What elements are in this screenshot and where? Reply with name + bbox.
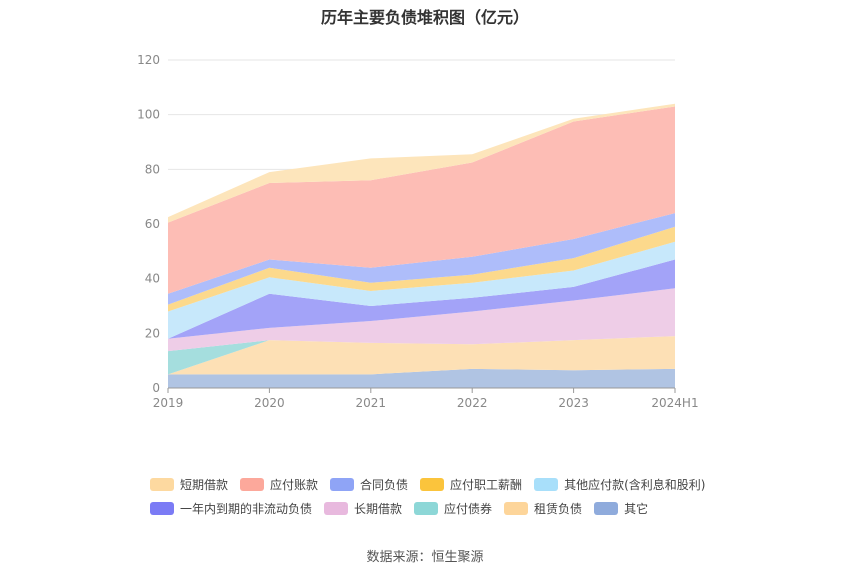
- area-series-1: [168, 336, 675, 375]
- legend-item[interactable]: 其他应付款(含利息和股利): [534, 476, 705, 493]
- y-tick-label: 40: [145, 272, 160, 286]
- legend-row-1: 短期借款 应付账款 合同负债 应付职工薪酬 其他应付款(含利息和股利): [150, 472, 750, 496]
- legend-label: 一年内到期的非流动负债: [180, 501, 313, 516]
- legend-swatch: [420, 477, 445, 491]
- area-series-6: [168, 226, 675, 312]
- legend-item[interactable]: 应付职工薪酬: [420, 476, 522, 493]
- data-source: 数据来源：恒生聚源: [366, 550, 484, 565]
- legend-label: 合同负债: [360, 477, 409, 492]
- legend-item[interactable]: 长期借款: [324, 500, 402, 517]
- x-tick-label: 2024H1: [651, 396, 698, 410]
- legend-swatch: [414, 501, 439, 515]
- axis-layer: 0 20 40 60 80 100 120 2019 2020 2021 2022 2023 2024H…: [137, 53, 699, 410]
- legend-swatch: [504, 501, 529, 515]
- legend-label: 其它: [624, 501, 649, 516]
- x-tick-label: 2022: [457, 396, 488, 410]
- legend-label: 长期借款: [354, 501, 403, 516]
- area-series-3: [168, 288, 675, 352]
- area-series-8: [168, 106, 675, 294]
- y-tick-label: 20: [145, 326, 160, 340]
- legend-item[interactable]: 合同负债: [330, 476, 408, 493]
- area-series-0: [168, 368, 675, 388]
- legend-row-2: 一年内到期的非流动负债 长期借款 应付债券 租赁负债 其它: [150, 496, 750, 520]
- legend-label: 应付职工薪酬: [450, 477, 523, 492]
- legend-swatch: [150, 501, 174, 515]
- legend-item[interactable]: 其它: [594, 500, 648, 517]
- legend-label: 应付账款: [270, 477, 319, 492]
- x-tick-label: 2020: [254, 396, 285, 410]
- legend-label: 其他应付款(含利息和股利): [564, 477, 706, 492]
- area-series-5: [168, 241, 675, 339]
- x-tick-label: 2023: [558, 396, 589, 410]
- legend-item[interactable]: 租赁负债: [504, 500, 582, 517]
- y-tick-label: 0: [152, 381, 160, 395]
- y-tick-label: 80: [145, 162, 160, 176]
- y-tick-label: 60: [145, 217, 160, 231]
- y-tick-label: 120: [137, 53, 160, 67]
- legend-item[interactable]: 应付账款: [240, 476, 318, 493]
- legend-swatch: [240, 477, 265, 491]
- legend-swatch: [594, 501, 619, 515]
- legend-swatch: [324, 501, 349, 515]
- legend-item[interactable]: 短期借款: [150, 476, 228, 493]
- y-tick-label: 100: [137, 108, 160, 122]
- legend-swatch: [330, 477, 355, 491]
- chart-title: 历年主要负债堆积图（亿元）: [320, 8, 529, 27]
- area-series-9: [168, 103, 675, 223]
- x-tick-label: 2021: [356, 396, 387, 410]
- legend-label: 应付债券: [444, 501, 493, 516]
- legend: 短期借款 应付账款 合同负债 应付职工薪酬 其他应付款(含利息和股利) 一年内到期的非流动…: [150, 472, 750, 520]
- area-series-4: [168, 259, 675, 339]
- area-layer: [168, 103, 675, 388]
- legend-swatch: [534, 477, 559, 491]
- legend-item[interactable]: 应付债券: [414, 500, 492, 517]
- legend-label: 短期借款: [180, 477, 229, 492]
- legend-swatch: [150, 477, 174, 491]
- legend-label: 租赁负债: [534, 501, 583, 516]
- x-tick-label: 2019: [153, 396, 184, 410]
- stacked-area-chart: 0 20 40 60 80 100 120 2019 2020 2021 2022 2023 2024H…: [137, 53, 699, 410]
- legend-item[interactable]: 一年内到期的非流动负债: [150, 500, 312, 517]
